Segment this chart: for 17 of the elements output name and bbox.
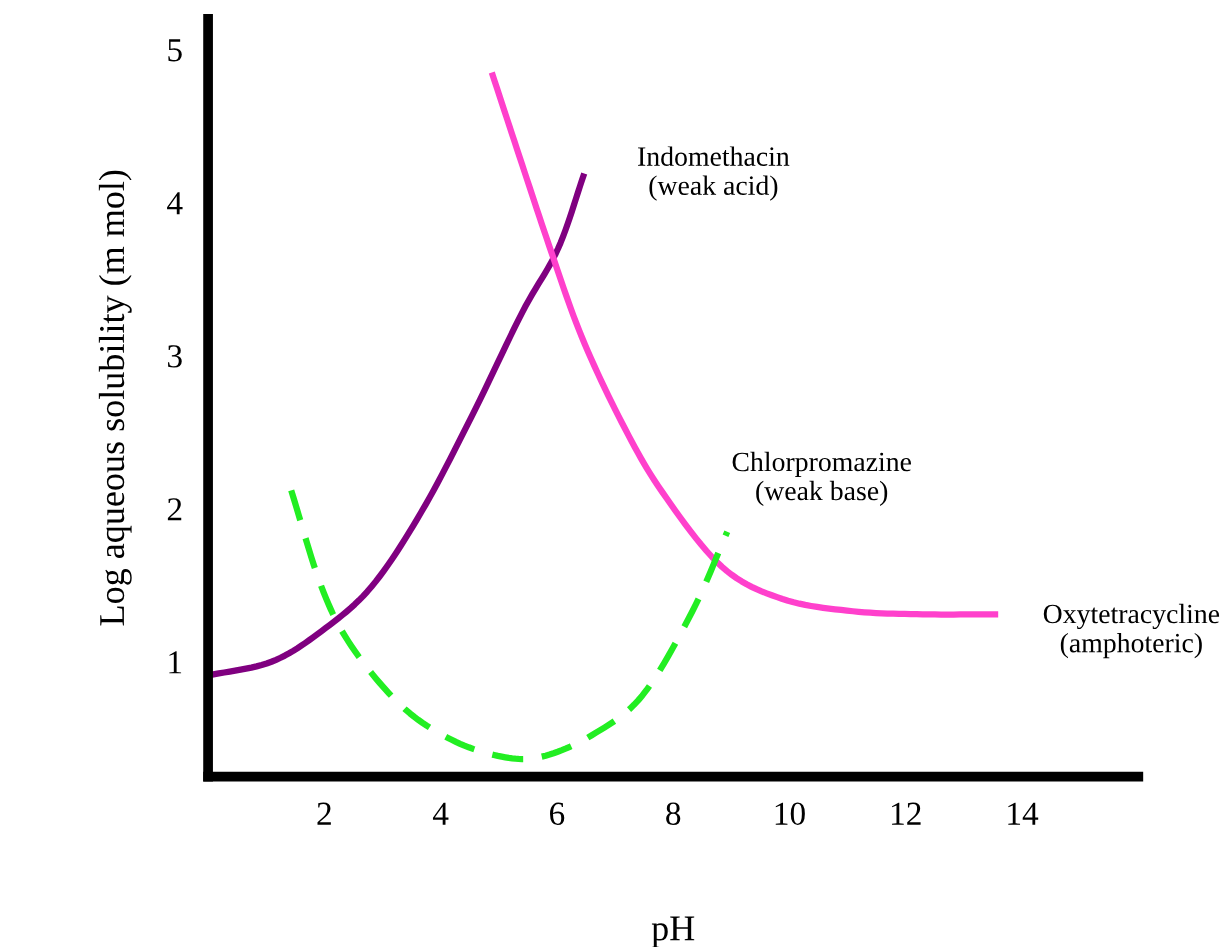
series-label: Chlorpromazine (weak base)	[732, 451, 911, 506]
x-tick-label: 8	[666, 802, 681, 825]
x-axis-title: pH	[651, 916, 695, 947]
x-tick-label: 2	[317, 802, 331, 825]
x-tick-label: 10	[775, 802, 805, 825]
x-tick-label: 6	[550, 802, 565, 825]
y-tick-label: 4	[167, 192, 183, 215]
y-tick-label: 5	[168, 39, 182, 62]
y-tick-label: 3	[168, 345, 182, 368]
series-label: Indomethacin (weak acid)	[638, 146, 790, 201]
y-tick-label: 1	[169, 651, 182, 674]
x-tick-label: 4	[432, 802, 449, 825]
series-label: Oxytetracycline (amphoteric)	[1043, 603, 1220, 659]
x-tick-label: 14	[1008, 802, 1039, 825]
x-tick-label: 12	[892, 802, 921, 825]
y-axis-title: Log aqueous solubility (m mol)	[98, 170, 132, 626]
y-tick-label: 2	[167, 498, 182, 521]
